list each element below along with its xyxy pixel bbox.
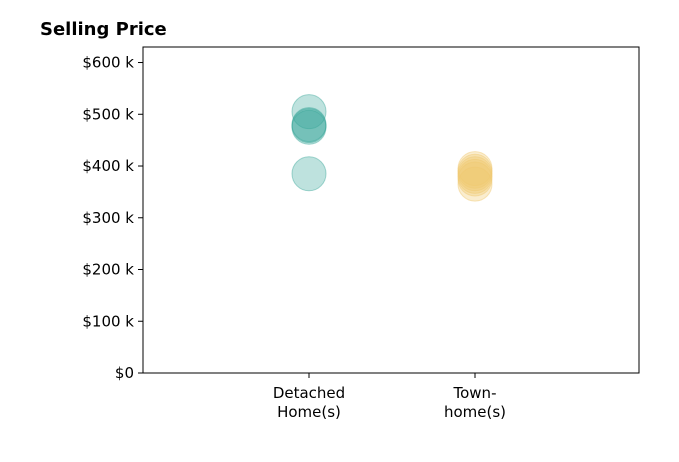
y-tick-label: $400 k <box>82 157 134 175</box>
y-tick-label: $100 k <box>82 312 134 330</box>
data-point <box>457 158 493 194</box>
x-tick-label: Town- <box>453 384 497 402</box>
data-point <box>291 156 327 192</box>
data-point <box>457 151 493 187</box>
y-tick-label: $200 k <box>82 261 134 279</box>
data-point <box>457 153 493 189</box>
y-tick-label: $0 <box>115 364 134 382</box>
y-axis: $0 $100 k $200 k $300 k $400 k $500 k $600 k <box>82 54 143 382</box>
data-point <box>457 166 493 202</box>
data-point <box>291 109 327 145</box>
plot-marks <box>291 94 493 202</box>
plot-frame <box>142 46 640 374</box>
x-tick-label: home(s) <box>444 403 506 421</box>
data-point <box>291 107 327 143</box>
chart-title: Selling Price <box>40 19 167 40</box>
data-point <box>291 94 327 130</box>
data-point <box>291 108 327 144</box>
y-tick-label: $500 k <box>82 105 134 123</box>
x-tick-label: Home(s) <box>277 403 341 421</box>
data-point <box>457 156 493 192</box>
data-point <box>457 161 493 197</box>
y-tick-label: $600 k <box>82 54 134 72</box>
x-tick-label: Detached <box>273 384 345 402</box>
y-tick-label: $300 k <box>82 209 134 227</box>
